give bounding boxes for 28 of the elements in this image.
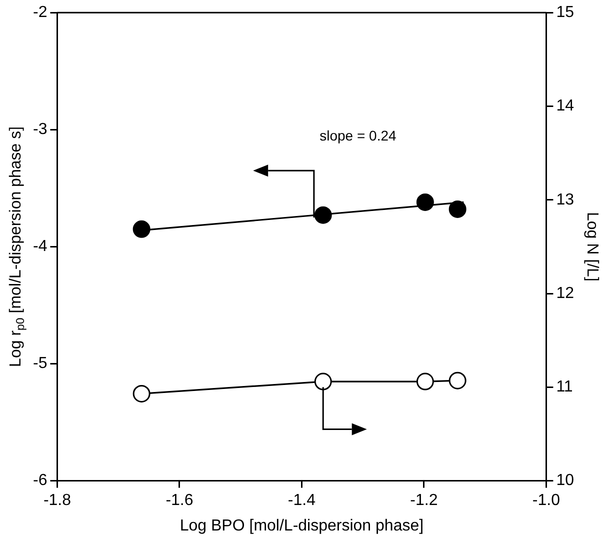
point (132, 220, 150, 238)
y2-tick-label: 11 (556, 378, 573, 396)
y-tick-label: -3 (32, 121, 48, 138)
point (416, 372, 434, 390)
y2-axis-title: Log N [/L] (584, 212, 601, 282)
y-tick-label: -4 (32, 238, 48, 256)
x-tick-label: -1.2 (410, 492, 438, 509)
point (314, 206, 332, 224)
y-axis-title: Log rp0 [mol/L-dispersion phase s] (7, 126, 27, 367)
point (416, 193, 434, 211)
y-tick-label: -6 (32, 472, 48, 490)
point (314, 372, 332, 390)
y2-tick-label: 14 (556, 98, 574, 115)
x-tick-label: -1.6 (166, 492, 194, 509)
x-tick-label: -1.0 (532, 492, 560, 509)
y2-tick-label: 15 (556, 4, 574, 22)
x-tick-label: -1.8 (43, 492, 72, 509)
y2-tick-label: 10 (556, 472, 574, 490)
point (132, 384, 150, 402)
x-axis-title: Log BPO [mol/L-dispersion phase] (180, 517, 424, 534)
x-tick-label: -1.4 (288, 492, 316, 509)
y2-tick-label: 12 (556, 284, 574, 302)
y-tick-label: -2 (32, 4, 48, 22)
annotation: slope = 0.24 (320, 128, 396, 144)
y-tick-label: -5 (32, 355, 48, 372)
point (448, 200, 466, 218)
point (448, 372, 466, 390)
y2-tick-label: 13 (556, 191, 574, 208)
